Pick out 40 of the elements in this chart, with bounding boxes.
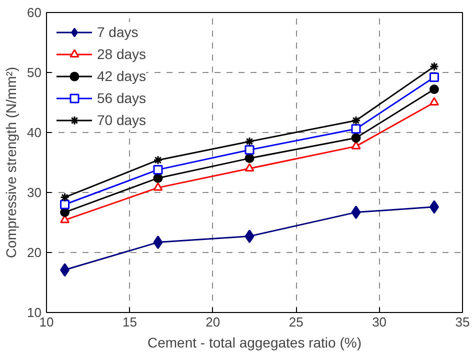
legend-label: 42 days (97, 68, 146, 84)
legend-label: 28 days (97, 46, 146, 62)
x-tick-label: 15 (122, 314, 137, 330)
x-tick-label: 20 (206, 314, 220, 330)
y-tick-label: 30 (27, 185, 42, 200)
point (244, 230, 254, 244)
y-tick-label: 60 (27, 5, 42, 20)
y-tick-label: 20 (27, 245, 42, 260)
point (351, 116, 361, 126)
y-axis-title: Compressive strength (N/mm²) (3, 66, 20, 258)
y-tick-label: 40 (27, 125, 42, 140)
x-tick-label: 30 (372, 314, 387, 330)
point (429, 72, 439, 82)
legend-label: 70 days (97, 112, 146, 128)
x-axis-title: Cement - total aggegates ratio (%) (148, 334, 362, 350)
point (429, 97, 439, 106)
x-tick-label: 35 (455, 314, 470, 330)
y-tick-label: 50 (27, 65, 42, 80)
point (60, 263, 70, 277)
point (60, 192, 70, 202)
legend-label: 7 days (97, 24, 138, 40)
point (429, 200, 439, 214)
point (429, 62, 439, 72)
point (153, 236, 163, 250)
point (351, 133, 361, 143)
point (153, 173, 163, 183)
point (153, 182, 163, 191)
point (244, 154, 254, 164)
point (351, 124, 361, 134)
point (244, 136, 254, 146)
point (153, 155, 163, 165)
point (153, 164, 163, 174)
point (429, 84, 439, 94)
point (244, 163, 254, 172)
legend-label: 56 days (97, 90, 146, 106)
x-tick-label: 25 (288, 314, 304, 330)
point (60, 200, 70, 210)
y-tick-label: 10 (27, 305, 42, 320)
point (244, 145, 254, 155)
point (351, 206, 361, 220)
